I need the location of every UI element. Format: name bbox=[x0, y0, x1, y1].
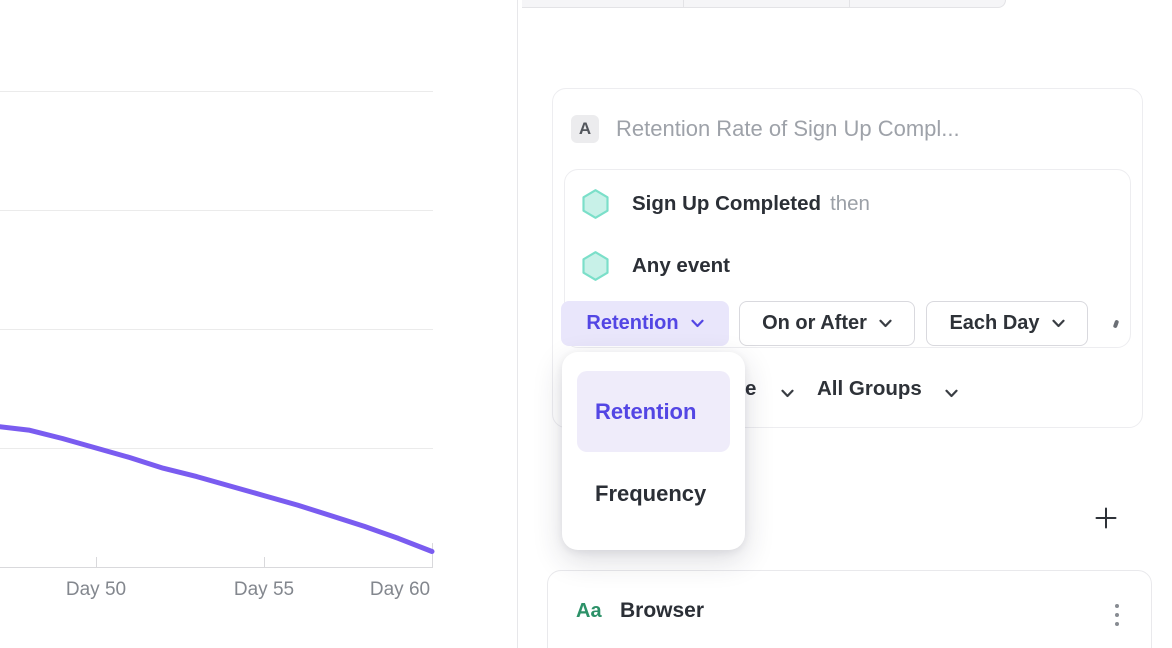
chevron-down-icon bbox=[691, 319, 704, 328]
panel-divider bbox=[517, 0, 518, 648]
tab-divider bbox=[683, 0, 684, 8]
x-axis-tick-label: Day 55 bbox=[233, 579, 295, 600]
hexagon-event-icon bbox=[581, 251, 610, 281]
event-row[interactable]: Any event bbox=[565, 236, 1130, 296]
kebab-icon bbox=[1114, 621, 1120, 627]
start-condition-dropdown[interactable]: On or After bbox=[739, 301, 915, 346]
property-name: Browser bbox=[620, 599, 705, 622]
menu-item-frequency[interactable]: Frequency bbox=[595, 481, 707, 506]
plus-icon bbox=[1094, 506, 1118, 533]
chevron-down-icon bbox=[1051, 319, 1065, 328]
cropped-tab-bar[interactable] bbox=[522, 0, 1006, 8]
interval-value: Each Day bbox=[949, 312, 1040, 334]
property-card[interactable]: Aa Browser bbox=[547, 570, 1152, 648]
hexagon-event-icon bbox=[581, 189, 610, 219]
chart-canvas bbox=[0, 91, 435, 568]
tab-divider bbox=[849, 0, 850, 8]
text-property-icon: Aa bbox=[576, 600, 602, 622]
kebab-icon bbox=[1114, 612, 1120, 618]
secondary-controls-row: e All Groups bbox=[553, 369, 1142, 413]
measured-as-dropdown[interactable]: Retention bbox=[561, 301, 729, 346]
event-name: Any event bbox=[632, 254, 730, 277]
all-groups-dropdown[interactable]: All Groups bbox=[817, 377, 922, 400]
measured-as-value: Retention bbox=[586, 312, 679, 334]
x-axis-tick-label: Day 50 bbox=[65, 579, 127, 600]
event-row[interactable]: Sign Up Completed then bbox=[565, 174, 1130, 234]
chevron-down-icon bbox=[945, 385, 958, 403]
chevron-down-icon bbox=[781, 385, 794, 403]
event-name: Sign Up Completed bbox=[632, 192, 822, 215]
kebab-menu-button[interactable] bbox=[1101, 597, 1133, 633]
chevron-down-icon bbox=[879, 319, 892, 328]
metric-label-badge: A bbox=[571, 115, 599, 143]
metric-title-input[interactable]: Retention Rate of Sign Up Compl... bbox=[616, 116, 960, 141]
measured-as-menu: Retention Frequency bbox=[562, 352, 745, 550]
interval-dropdown[interactable]: Each Day bbox=[926, 301, 1088, 346]
add-item-button[interactable] bbox=[1090, 503, 1122, 535]
kebab-icon bbox=[1114, 603, 1120, 609]
x-axis-tick-label: Day 60 bbox=[369, 579, 431, 600]
event-then-label: then bbox=[830, 192, 870, 215]
retention-line-chart: Day 50 Day 55 Day 60 bbox=[0, 0, 517, 648]
start-condition-value: On or After bbox=[762, 312, 867, 334]
occluded-dropdown-fragment[interactable]: e bbox=[745, 377, 757, 400]
menu-item-retention[interactable]: Retention bbox=[577, 371, 730, 452]
